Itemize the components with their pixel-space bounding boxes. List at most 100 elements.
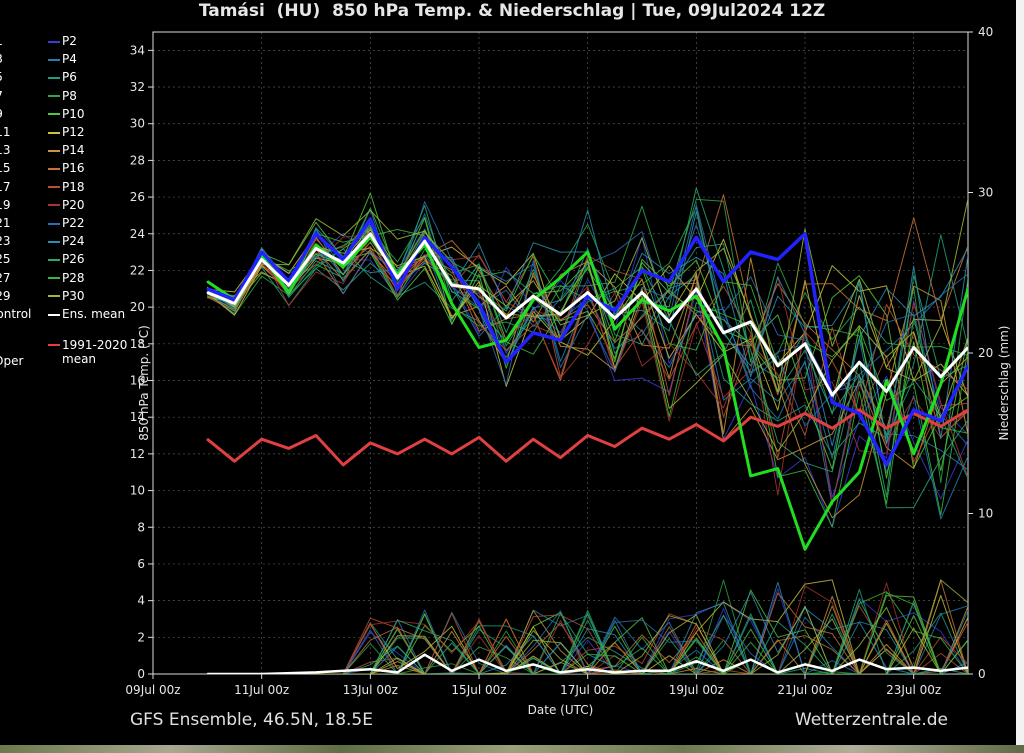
ensemble-member-line [207,229,968,516]
legend-label: P22 [62,216,85,230]
legend-label: P16 [62,161,85,176]
ens-mean-line-point [885,390,888,393]
legend-item: P5 [0,70,3,84]
control-line-point [532,299,535,301]
legend-item: P12 [48,125,85,139]
ensemble-member-precip [207,609,968,674]
legend-item: P4 [48,52,77,66]
ensemble-member-precip [207,591,968,674]
ens-mean-line-point [559,313,562,316]
y2-axis-label: Niederschlag (mm) [997,326,1011,441]
legend-label: P14 [62,143,85,158]
ensemble-member-precip [207,588,968,674]
legend-item: P27 [0,271,11,285]
y-tick-label: 32 [130,80,145,94]
ens-mean-line-point [396,277,399,279]
climate-mean-line-point [478,436,480,439]
legend-label: P6 [62,70,77,85]
ensemble-member-precip [207,591,968,674]
climate-mean-line-point [288,447,290,450]
ens-mean-line-point [206,291,209,294]
ensemble-member-line [207,207,968,373]
legend-label: Control [0,307,32,321]
legend-label: P29 [0,288,11,303]
ens-mean-line-point [478,288,480,290]
climate-mean-line-point [858,409,861,411]
oper-line-point [206,288,209,290]
ens-mean-precip-line-point [451,670,453,672]
climate-mean-line-point [777,425,779,428]
climate-mean-line-point [668,438,670,441]
climate-mean-line-point [641,427,643,430]
climate-mean-line-point [831,427,833,430]
ensemble-member-line [207,236,968,519]
climate-mean-line-point [423,438,426,441]
control-line-point [342,266,345,268]
window-edge [1016,0,1024,745]
ens-mean-line-point [342,262,345,264]
oper-line-point [369,218,372,220]
oper-line-point [505,361,508,364]
ensemble-member-line [207,201,968,427]
legend-label: P28 [62,270,85,285]
ens-mean-precip-line-point [423,653,426,656]
legend-item: P21 [0,216,11,230]
ens-mean-line-point [967,346,968,349]
legend-label: P11 [0,125,11,139]
plot-frame [152,31,969,675]
ensemble-member-line [207,204,968,446]
ensemble-member-precip [207,613,968,674]
legend-label: 1991-2020 mean [62,337,128,366]
footer-source: GFS Ensemble, 46.5N, 18.5E [130,710,373,730]
legend-item: Ens. mean [48,307,125,321]
control-line-point [206,280,209,283]
legend-item: P25 [0,252,11,266]
legend-label: P2 [62,34,77,48]
ens-mean-precip-line-point [940,670,942,672]
y-tick-label: 8 [137,520,145,534]
ens-mean-precip-line-point [505,670,508,672]
ens-mean-line-point [722,332,725,334]
control-line-point [586,251,589,253]
control-line-point [967,288,968,290]
climate-mean-line-point [967,409,968,411]
ensemble-member-precip [207,605,968,674]
oper-line-point [831,401,833,404]
control-line-point [505,339,508,342]
oper-line-point [396,288,399,290]
x-tick-label: 13Jul 00z [343,683,398,697]
ensemble-member-precip [207,579,968,674]
ens-mean-precip-line-point [804,663,806,666]
climate-mean-line-point [369,442,372,444]
control-line-point [614,328,616,331]
oper-line-point [260,251,263,253]
legend-label: P18 [62,179,85,194]
ensemble-member-precip [207,595,968,674]
legend-swatch [48,95,60,98]
ens-mean-precip-line-point [206,673,209,674]
y-tick-label: 10 [130,484,145,498]
oper-line-point [478,302,480,305]
footer-site: Wetterzentrale.de [794,710,948,730]
ens-mean-precip-line-point [858,658,861,661]
control-line-point [777,467,779,470]
ensemble-member-line [206,198,968,484]
legend-swatch [48,167,60,170]
ens-mean-precip-line-point [722,670,725,672]
oper-line-point [749,251,752,253]
legend-swatch [48,313,60,316]
y-tick-label: 22 [130,263,145,277]
ens-mean-precip-line-point [831,670,833,672]
legend-label: P8 [62,88,77,103]
y-tick-label: 34 [130,43,145,57]
climate-mean-line-point [260,438,263,441]
oper-line-point [777,258,779,261]
ens-mean-line-point [451,284,453,286]
climate-mean-line-point [695,423,698,426]
legend-item: P13 [0,143,11,157]
ensemble-member-precip [207,615,968,674]
legend-swatch [48,131,60,134]
legend-swatch [48,40,60,43]
background-strip [0,745,1024,753]
legend-item: P28 [48,271,85,285]
